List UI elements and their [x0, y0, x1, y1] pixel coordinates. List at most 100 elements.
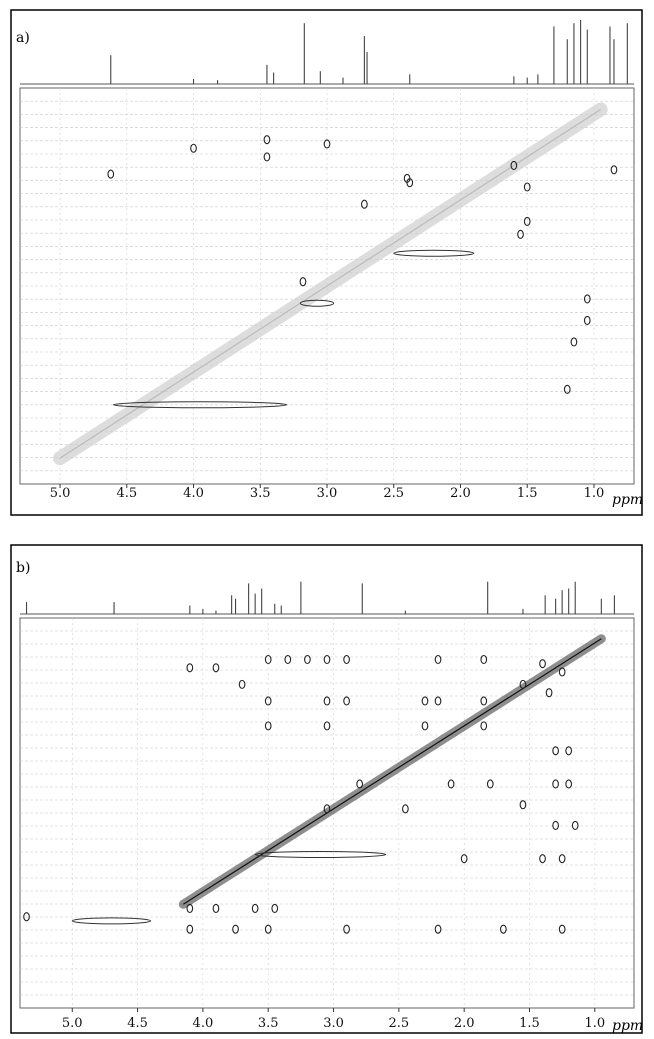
x-tick-label: 1.0 — [584, 486, 605, 501]
elongated-feature — [254, 850, 387, 858]
cross-peak — [323, 696, 331, 706]
cross-peak — [447, 779, 455, 789]
cross-peak — [571, 820, 579, 830]
cross-peak — [264, 924, 272, 934]
cross-peak — [558, 854, 566, 864]
x-tick-label: 4.5 — [127, 1016, 148, 1031]
elongated-feature — [71, 917, 152, 925]
cross-peak — [356, 779, 364, 789]
cross-peak — [434, 654, 442, 665]
cross-peak — [558, 667, 566, 677]
x-tick-label: 3.5 — [258, 1016, 279, 1031]
cross-peak — [460, 854, 468, 864]
cross-peak — [563, 384, 571, 394]
x-tick-label: 4.0 — [183, 486, 204, 501]
cross-peak — [480, 654, 488, 665]
cross-peak — [343, 654, 350, 665]
panel-b-x-axis: 5.0 4.5 4.0 3.5 3.0 2.5 2.0 1.5 1.0 — [62, 1008, 605, 1031]
panel-a-diagonal — [53, 102, 608, 466]
cross-peak — [264, 696, 272, 706]
cross-peak — [539, 854, 546, 864]
cross-peak — [583, 294, 591, 304]
cross-peak — [238, 679, 246, 689]
cross-peak — [570, 337, 578, 347]
panel-b-xlabel: ppm — [612, 1018, 643, 1034]
x-tick-label: 2.5 — [389, 1016, 410, 1031]
cross-peak — [510, 160, 518, 171]
cross-peak — [434, 696, 442, 706]
cross-peak — [480, 696, 488, 706]
cross-peak — [343, 696, 350, 706]
cross-peak — [212, 663, 220, 673]
cross-peak — [186, 903, 194, 913]
cross-peak — [565, 746, 573, 756]
cross-peak — [264, 654, 272, 665]
cross-peak — [545, 688, 553, 698]
cross-peak — [343, 924, 350, 934]
cross-peak — [500, 924, 507, 934]
cross-peak — [263, 152, 271, 162]
cross-peak — [323, 139, 331, 149]
panel-b-frame — [10, 544, 643, 1034]
x-tick-label: 1.0 — [584, 1016, 605, 1031]
cross-peak — [323, 804, 331, 814]
x-tick-label: 4.5 — [116, 486, 137, 501]
x-tick-label: 2.0 — [450, 486, 471, 501]
x-tick-label: 1.5 — [517, 486, 538, 501]
panel-a-projection — [20, 20, 634, 85]
cross-peak — [558, 924, 566, 934]
cross-peak — [523, 216, 531, 226]
panel-b-line-features — [71, 850, 387, 925]
panel-b-cross-peaks — [23, 654, 579, 934]
panel-a-xlabel: ppm — [612, 492, 643, 508]
panel-b-label: b) — [16, 560, 30, 576]
cross-peak — [186, 663, 194, 673]
cross-peak — [299, 277, 307, 287]
x-tick-label: 3.5 — [250, 486, 271, 501]
elongated-feature — [393, 249, 475, 257]
cross-peak — [480, 721, 488, 731]
x-tick-label: 4.0 — [193, 1016, 214, 1031]
cross-peak — [251, 903, 259, 913]
panel-a-frame — [10, 9, 643, 516]
cross-peak — [323, 654, 331, 665]
x-tick-label: 5.0 — [62, 1016, 83, 1031]
panel-b-diagonal — [178, 634, 606, 909]
cross-peak — [190, 143, 197, 153]
x-tick-label: 5.0 — [50, 486, 71, 501]
cross-peak — [264, 721, 272, 731]
panel-a-x-axis: 5.0 4.5 4.0 3.5 3.0 2.5 2.0 1.5 1.0 — [50, 484, 605, 501]
cross-peak — [271, 903, 279, 913]
diagonal-line — [59, 109, 601, 459]
x-tick-label: 3.0 — [317, 486, 338, 501]
x-tick-label: 2.0 — [454, 1016, 475, 1031]
cross-peak — [523, 182, 531, 192]
panel-a-cross-peaks — [107, 135, 618, 394]
cross-peak — [610, 165, 618, 175]
cross-peak — [406, 178, 414, 188]
x-tick-label: 2.5 — [383, 486, 404, 501]
cross-peak — [552, 746, 559, 756]
elongated-feature — [299, 299, 335, 307]
cross-peak — [263, 135, 271, 145]
cross-peak — [519, 679, 527, 689]
cross-peak — [486, 779, 494, 789]
cross-peak — [402, 804, 409, 814]
cross-peak — [304, 654, 311, 665]
cross-peak — [539, 659, 546, 669]
cross-peak — [517, 229, 524, 239]
cross-peak — [421, 721, 429, 731]
cross-peak — [23, 912, 30, 922]
cross-peak — [232, 924, 239, 934]
cross-peak — [421, 696, 429, 706]
cross-peak — [519, 800, 527, 810]
cross-peak — [552, 820, 559, 830]
cross-peak — [583, 315, 591, 325]
cross-peak — [186, 924, 194, 934]
panel-a-label: a) — [16, 30, 30, 46]
cross-peak — [212, 903, 220, 913]
x-tick-label: 1.5 — [519, 1016, 540, 1031]
cross-peak — [361, 199, 368, 209]
x-tick-label: 3.0 — [323, 1016, 344, 1031]
